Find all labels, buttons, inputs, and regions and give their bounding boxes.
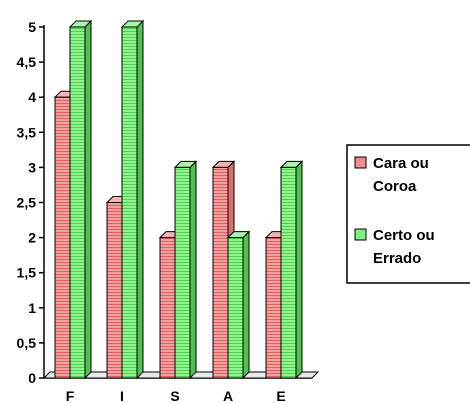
legend-label-cara-line1: Cara ou [373,155,429,172]
y-tick-label: 5 [28,19,36,35]
y-tick-label: 3,5 [17,124,37,140]
legend-swatch-certo [354,228,367,241]
y-tick-label: 2 [28,230,36,246]
bars [53,19,304,380]
x-tick-label: E [276,388,285,403]
y-tick-label: 1 [28,300,36,316]
bar-F-certo-ou-errado [68,19,93,380]
legend-label-certo-line1: Certo ou [373,227,435,244]
y-tick-labels: 0 0,5 1 1,5 2 2,5 3 3,5 4 4,5 5 [17,19,37,386]
bar-A-certo-ou-errado [226,230,251,380]
legend: Cara ou Coroa Certo ou Errado [346,144,470,284]
x-tick-label: F [66,388,75,403]
y-tick-label: 4 [28,89,36,105]
legend-box [346,144,470,284]
legend-label-cara-line2: Coroa [373,178,417,195]
bar-I-certo-ou-errado [120,19,145,380]
x-tick-label: I [120,388,124,403]
legend-label-certo-line2: Errado [373,250,421,267]
x-tick-label: S [170,388,179,403]
y-tick-label: 4,5 [17,54,37,70]
bar-S-certo-ou-errado [173,160,198,380]
x-tick-label: A [223,388,233,403]
y-tick-label: 0,5 [17,335,37,351]
y-tick-label: 0 [28,370,36,386]
legend-swatch-cara [354,156,367,169]
bar-E-certo-ou-errado [279,160,304,380]
y-tick-label: 1,5 [17,265,37,281]
y-tick-label: 3 [28,159,36,175]
y-tick-label: 2,5 [17,195,37,211]
